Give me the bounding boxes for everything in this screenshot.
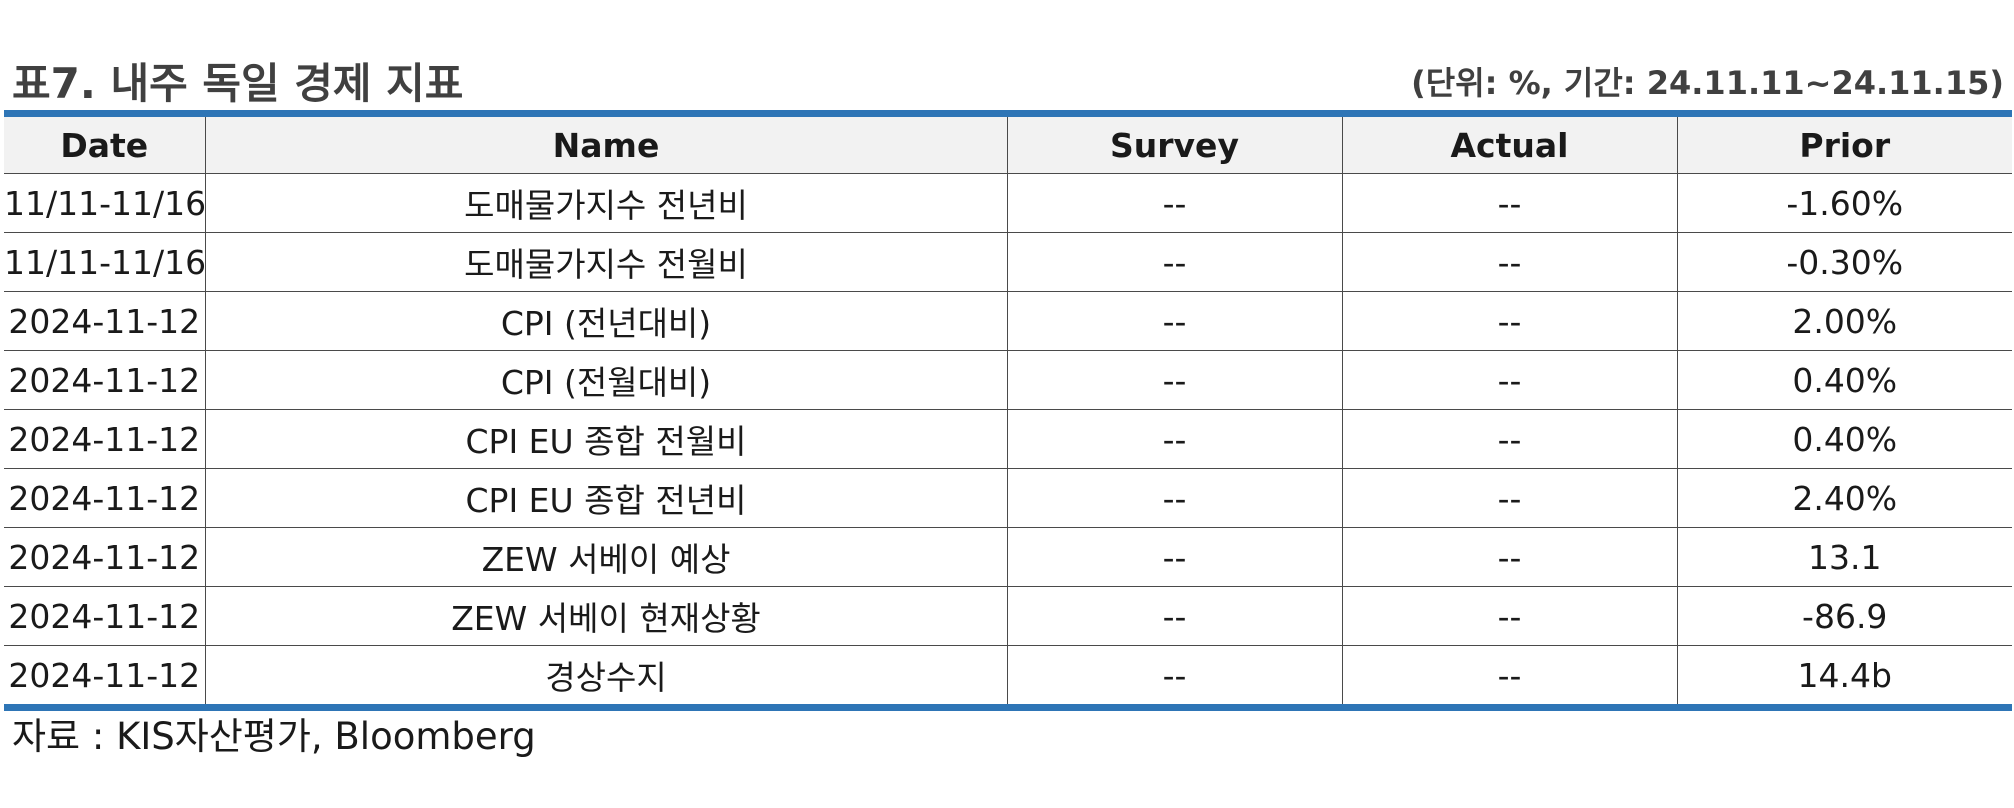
cell-name: 경상수지 <box>204 645 1008 704</box>
cell-date: 2024-11-12 <box>4 468 206 528</box>
cell-actual: -- <box>1341 527 1678 587</box>
table-row: 2024-11-12 ZEW 서베이 현재상황 -- -- -86.9 <box>4 586 2012 646</box>
table-row: 11/11-11/16 도매물가지수 전년비 -- -- -1.60% <box>4 173 2012 233</box>
header-survey: Survey <box>1006 117 1343 174</box>
cell-prior: -0.30% <box>1676 232 2012 292</box>
cell-date: 2024-11-12 <box>4 291 206 351</box>
cell-survey: -- <box>1006 468 1343 528</box>
cell-prior: 2.00% <box>1676 291 2012 351</box>
cell-prior: 0.40% <box>1676 350 2012 410</box>
cell-survey: -- <box>1006 232 1343 292</box>
header-prior: Prior <box>1676 117 2012 174</box>
cell-prior: 13.1 <box>1676 527 2012 587</box>
table-header-row: Date Name Survey Actual Prior <box>4 117 2012 174</box>
cell-actual: -- <box>1341 232 1678 292</box>
cell-prior: -86.9 <box>1676 586 2012 646</box>
table-row: 2024-11-12 CPI EU 종합 전월비 -- -- 0.40% <box>4 409 2012 469</box>
cell-actual: -- <box>1341 645 1678 704</box>
cell-actual: -- <box>1341 409 1678 469</box>
cell-actual: -- <box>1341 173 1678 233</box>
table-row: 2024-11-12 경상수지 -- -- 14.4b <box>4 645 2012 704</box>
cell-prior: 0.40% <box>1676 409 2012 469</box>
cell-name: CPI EU 종합 전월비 <box>204 409 1008 469</box>
cell-survey: -- <box>1006 527 1343 587</box>
cell-name: CPI (전년대비) <box>204 291 1008 351</box>
cell-prior: -1.60% <box>1676 173 2012 233</box>
cell-prior: 14.4b <box>1676 645 2012 704</box>
cell-name: ZEW 서베이 예상 <box>204 527 1008 587</box>
cell-actual: -- <box>1341 291 1678 351</box>
cell-survey: -- <box>1006 173 1343 233</box>
cell-survey: -- <box>1006 409 1343 469</box>
cell-prior: 2.40% <box>1676 468 2012 528</box>
cell-date: 11/11-11/16 <box>4 232 206 292</box>
cell-name: 도매물가지수 전월비 <box>204 232 1008 292</box>
cell-actual: -- <box>1341 468 1678 528</box>
table-row: 2024-11-12 CPI (전월대비) -- -- 0.40% <box>4 350 2012 410</box>
cell-date: 2024-11-12 <box>4 409 206 469</box>
table-row: 11/11-11/16 도매물가지수 전월비 -- -- -0.30% <box>4 232 2012 292</box>
cell-name: CPI EU 종합 전년비 <box>204 468 1008 528</box>
cell-name: CPI (전월대비) <box>204 350 1008 410</box>
cell-survey: -- <box>1006 586 1343 646</box>
table-row: 2024-11-12 ZEW 서베이 예상 -- -- 13.1 <box>4 527 2012 587</box>
cell-survey: -- <box>1006 291 1343 351</box>
cell-name: 도매물가지수 전년비 <box>204 173 1008 233</box>
table-row: 2024-11-12 CPI EU 종합 전년비 -- -- 2.40% <box>4 468 2012 528</box>
cell-actual: -- <box>1341 586 1678 646</box>
unit-note: (단위: %, 기간: 24.11.11~24.11.15) <box>1411 64 2004 102</box>
header-actual: Actual <box>1341 117 1678 174</box>
cell-date: 2024-11-12 <box>4 645 206 704</box>
cell-name: ZEW 서베이 현재상황 <box>204 586 1008 646</box>
source-note: 자료 : KIS자산평가, Bloomberg <box>12 715 536 758</box>
table-row: 2024-11-12 CPI (전년대비) -- -- 2.00% <box>4 291 2012 351</box>
cell-survey: -- <box>1006 350 1343 410</box>
header-name: Name <box>204 117 1008 174</box>
header-date: Date <box>4 117 206 174</box>
cell-date: 2024-11-12 <box>4 350 206 410</box>
cell-date: 2024-11-12 <box>4 586 206 646</box>
cell-date: 2024-11-12 <box>4 527 206 587</box>
cell-date: 11/11-11/16 <box>4 173 206 233</box>
economic-indicator-table: Date Name Survey Actual Prior 11/11-11/1… <box>4 110 2012 711</box>
cell-actual: -- <box>1341 350 1678 410</box>
table-title: 표7. 내주 독일 경제 지표 <box>12 59 464 108</box>
cell-survey: -- <box>1006 645 1343 704</box>
